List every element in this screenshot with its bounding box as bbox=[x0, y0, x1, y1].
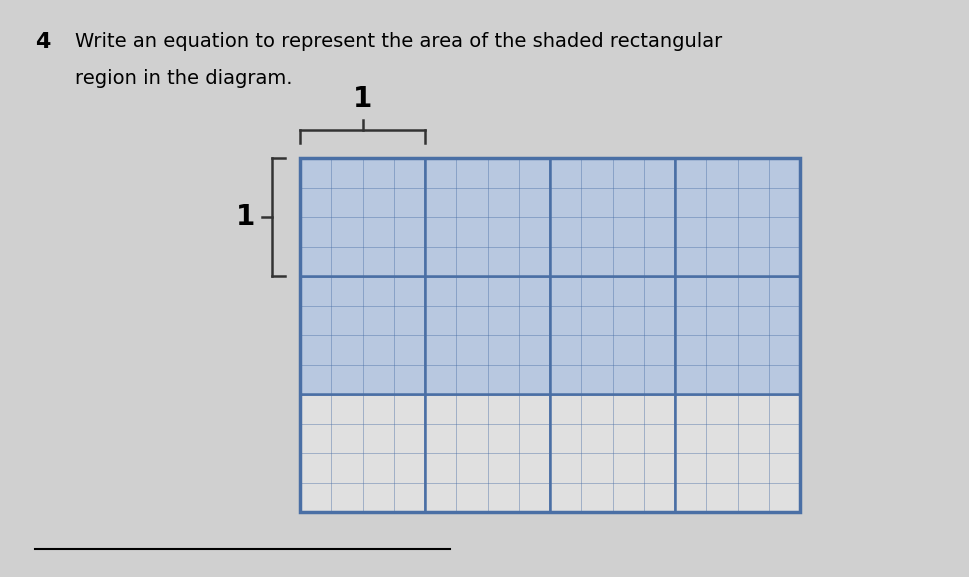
Text: 4: 4 bbox=[35, 32, 50, 52]
Bar bbox=[675, 276, 800, 394]
Bar bbox=[300, 158, 425, 276]
Text: 1: 1 bbox=[353, 85, 372, 113]
Bar bbox=[300, 158, 800, 512]
Bar bbox=[425, 394, 550, 512]
Bar bbox=[550, 276, 675, 394]
Bar bbox=[300, 394, 425, 512]
Text: 1: 1 bbox=[235, 203, 255, 231]
Bar bbox=[675, 394, 800, 512]
Bar bbox=[550, 158, 675, 276]
Bar bbox=[550, 394, 675, 512]
Bar bbox=[300, 276, 425, 394]
Bar bbox=[425, 276, 550, 394]
Bar bbox=[675, 158, 800, 276]
Text: Write an equation to represent the area of the shaded rectangular: Write an equation to represent the area … bbox=[75, 32, 722, 51]
Bar bbox=[425, 158, 550, 276]
Text: region in the diagram.: region in the diagram. bbox=[75, 69, 293, 88]
